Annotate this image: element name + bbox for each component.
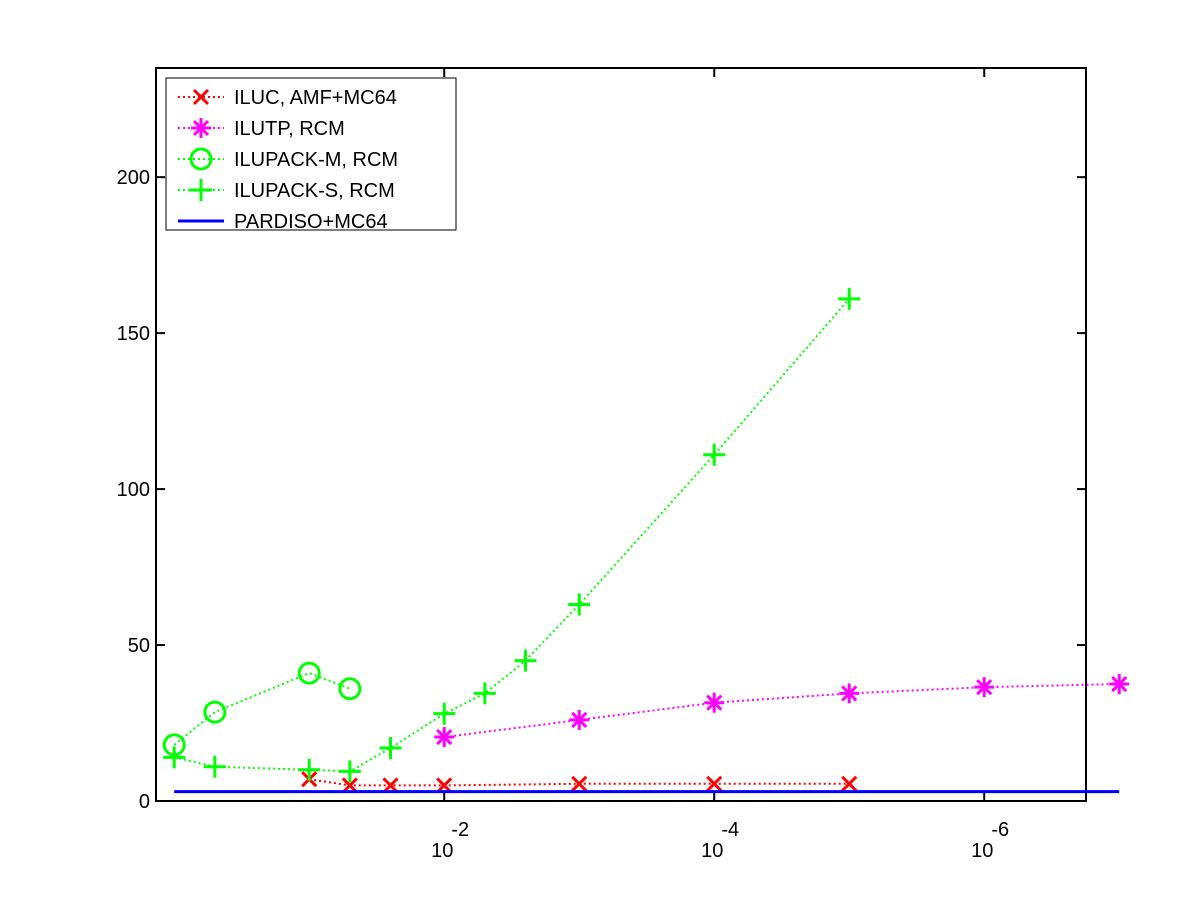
x-marker bbox=[192, 88, 210, 106]
plus-marker bbox=[298, 758, 321, 781]
asterisk-marker bbox=[1109, 674, 1130, 695]
asterisk-marker bbox=[191, 118, 211, 138]
x-marker bbox=[706, 775, 723, 792]
plus-marker bbox=[338, 760, 361, 783]
asterisk-marker-stroke bbox=[1111, 675, 1128, 693]
x-marker-stroke bbox=[706, 775, 723, 792]
circle-marker bbox=[189, 147, 213, 171]
asterisk-marker-stroke bbox=[841, 685, 858, 702]
asterisk-marker-stroke bbox=[571, 711, 588, 728]
x-marker-stroke bbox=[382, 777, 399, 794]
series-3 bbox=[163, 287, 861, 783]
plus-marker bbox=[514, 649, 537, 672]
x-tick-label-exponent: -2 bbox=[451, 819, 469, 841]
legend: ILUC, AMF+MC64 ILUTP, RCM ILUPACK-M, RCM IL… bbox=[165, 77, 457, 233]
legend-label: ILUC, AMF+MC64 bbox=[234, 87, 397, 109]
plus-marker bbox=[379, 736, 402, 759]
plus-marker bbox=[568, 593, 591, 616]
legend-label: ILUPACK-M, RCM bbox=[234, 149, 398, 171]
series-layer bbox=[162, 287, 1130, 794]
legend-item: ILUPACK-S, RCM bbox=[178, 179, 395, 202]
x-tick-label-base: 10 bbox=[431, 840, 453, 862]
series-line bbox=[173, 672, 351, 746]
circle-marker bbox=[297, 661, 321, 685]
plus-marker bbox=[703, 443, 726, 466]
asterisk-marker bbox=[974, 677, 995, 698]
asterisk-marker-stroke bbox=[192, 119, 210, 137]
x-marker bbox=[571, 775, 588, 792]
legend-item: ILUPACK-M, RCM bbox=[178, 147, 398, 171]
x-marker-stroke bbox=[841, 775, 858, 792]
legend-item: PARDISO+MC64 bbox=[178, 211, 388, 233]
y-tick-label: 150 bbox=[117, 323, 150, 345]
x-tick-label-exponent: -6 bbox=[991, 819, 1009, 841]
x-marker-stroke bbox=[436, 777, 453, 794]
series-2 bbox=[162, 661, 362, 757]
y-tick-label: 0 bbox=[139, 791, 150, 813]
legend-box bbox=[165, 77, 457, 231]
x-marker-stroke bbox=[192, 88, 210, 106]
asterisk-marker bbox=[434, 727, 455, 748]
x-marker-stroke bbox=[571, 775, 588, 792]
x-marker bbox=[382, 777, 399, 794]
circle-marker bbox=[338, 677, 362, 701]
asterisk-marker-stroke bbox=[436, 728, 453, 746]
plus-marker bbox=[190, 179, 212, 201]
x-tick-label-exponent: -4 bbox=[721, 819, 739, 841]
circle-marker bbox=[203, 700, 227, 724]
legend-item: ILUC, AMF+MC64 bbox=[178, 87, 397, 109]
legend-label: PARDISO+MC64 bbox=[234, 211, 388, 233]
asterisk-marker bbox=[569, 709, 590, 730]
legend-item: ILUTP, RCM bbox=[178, 118, 345, 140]
plus-marker bbox=[163, 746, 186, 769]
x-marker-stroke bbox=[341, 777, 358, 794]
asterisk-marker bbox=[704, 692, 725, 713]
legend-label: ILUPACK-S, RCM bbox=[234, 180, 395, 202]
y-tick-label: 50 bbox=[128, 635, 150, 657]
plus-marker bbox=[838, 287, 861, 310]
legend-label: ILUTP, RCM bbox=[234, 118, 345, 140]
plus-marker bbox=[473, 682, 496, 705]
series-1 bbox=[434, 674, 1130, 748]
x-tick-label-base: 10 bbox=[701, 840, 723, 862]
x-tick-label-base: 10 bbox=[971, 840, 993, 862]
x-marker bbox=[341, 777, 358, 794]
asterisk-marker-stroke bbox=[706, 694, 723, 711]
y-tick-label: 200 bbox=[117, 167, 150, 189]
y-tick-label: 100 bbox=[117, 479, 150, 501]
plus-marker bbox=[203, 755, 226, 778]
asterisk-marker-stroke bbox=[976, 679, 993, 696]
asterisk-marker bbox=[839, 683, 860, 704]
x-marker bbox=[841, 775, 858, 792]
plus-marker bbox=[433, 702, 456, 725]
series-line bbox=[444, 683, 1120, 739]
x-marker bbox=[436, 777, 453, 794]
